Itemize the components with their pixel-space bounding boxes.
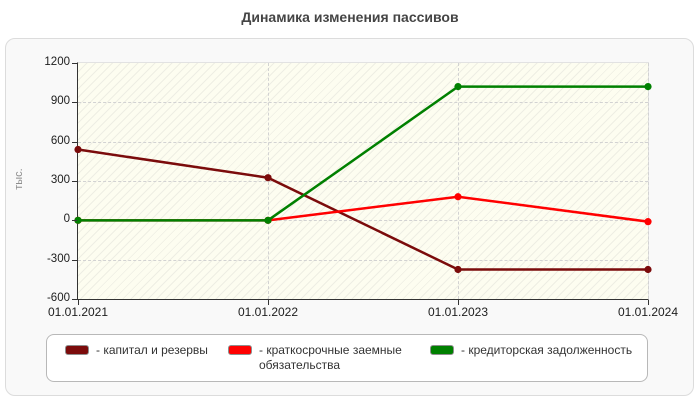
gridline-horizontal (78, 141, 648, 143)
series-point-1 (644, 218, 652, 226)
y-tick-label: 0 (63, 213, 70, 226)
gridline-horizontal (78, 220, 648, 222)
x-tick-mark (268, 300, 269, 305)
legend-swatch-short-term-loans (228, 345, 252, 355)
series-point-2 (264, 216, 272, 224)
series-line-1 (78, 195, 649, 223)
gridline-horizontal (78, 102, 648, 104)
plot-area (77, 62, 649, 300)
legend-label-short-term-loans: - краткосрочные заемные обязательства (259, 343, 402, 372)
series-point-2 (644, 83, 652, 91)
y-tick-label: 900 (50, 95, 70, 108)
series-point-0 (454, 265, 462, 274)
x-tick-label: 01.01.2021 (47, 305, 109, 319)
legend-label-capital: - капитал и резервы (96, 343, 208, 357)
y-tick-label: 1200 (44, 56, 70, 68)
series-point-1 (454, 193, 462, 201)
x-tick-mark (78, 300, 79, 305)
y-tick-label: 300 (50, 174, 70, 186)
y-tick-mark (72, 141, 77, 143)
series-point-2 (74, 216, 82, 224)
legend-item-payables: - кредиторская задолженность (430, 343, 632, 358)
y-tick-mark (72, 102, 77, 104)
x-tick-label: 01.01.2022 (237, 305, 299, 319)
chart-panel: 1200 900 600 300 0 -300 -600 01.01.2021 01.01.2… (5, 38, 694, 396)
y-tick-mark (72, 220, 77, 222)
y-tick-mark (72, 299, 77, 300)
chart-title: Динамика изменения пассивов (241, 9, 459, 25)
legend: - капитал и резервы - краткосрочные заем… (46, 334, 648, 382)
gridline-vertical (458, 63, 459, 299)
legend-swatch-capital (65, 345, 89, 355)
series-point-0 (74, 145, 82, 154)
legend-item-short-term-loans: - краткосрочные заемные обязательства (228, 343, 419, 373)
series-line-2 (78, 85, 648, 222)
legend-label-payables: - кредиторская задолженность (461, 343, 633, 357)
gridline-vertical (648, 63, 649, 299)
series-plot (74, 83, 652, 274)
x-tick-mark (458, 300, 459, 305)
y-tick-mark (72, 181, 77, 182)
series-point-0 (644, 265, 652, 274)
y-tick-label: -300 (46, 252, 70, 265)
x-tick-label: 01.01.2024 (617, 305, 679, 319)
series-point-0 (264, 174, 272, 182)
legend-swatch-payables (430, 345, 454, 355)
legend-item-capital: - капитал и резервы (65, 343, 208, 358)
series-line-0 (77, 148, 648, 271)
x-tick-label: 01.01.2023 (427, 305, 489, 319)
gridline-horizontal (78, 259, 648, 261)
y-tick-label: 600 (50, 134, 70, 147)
y-axis-title: тыс. (13, 168, 25, 190)
gridline-horizontal (78, 181, 648, 182)
y-tick-label: -600 (46, 292, 70, 304)
series-point-2 (454, 83, 462, 91)
y-tick-mark (72, 63, 77, 64)
x-tick-mark (648, 300, 649, 305)
y-tick-mark (72, 259, 77, 261)
